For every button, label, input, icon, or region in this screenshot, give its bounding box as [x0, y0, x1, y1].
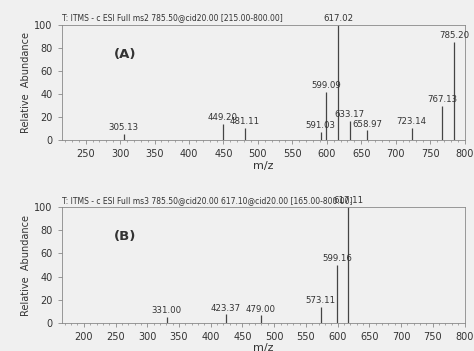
Text: 617.11: 617.11	[333, 197, 364, 205]
Text: 599.09: 599.09	[311, 81, 341, 90]
Text: 633.17: 633.17	[335, 110, 365, 119]
Text: 423.37: 423.37	[210, 304, 241, 312]
Y-axis label: Relative  Abundance: Relative Abundance	[21, 32, 31, 133]
Text: 305.13: 305.13	[109, 123, 139, 132]
Text: (A): (A)	[114, 48, 137, 61]
Text: T: ITMS - c ESI Full ms3 785.50@cid20.00 617.10@cid20.00 [165.00-800.00]: T: ITMS - c ESI Full ms3 785.50@cid20.00…	[62, 196, 352, 205]
Text: 591.03: 591.03	[306, 121, 336, 131]
Text: 599.16: 599.16	[322, 254, 352, 263]
Text: 331.00: 331.00	[152, 306, 182, 315]
Text: 767.13: 767.13	[427, 95, 457, 104]
Text: (B): (B)	[114, 230, 137, 243]
Text: 449.20: 449.20	[208, 113, 238, 122]
Text: 723.14: 723.14	[397, 117, 427, 126]
Text: 573.11: 573.11	[306, 296, 336, 305]
Text: 481.11: 481.11	[230, 117, 260, 126]
Text: T: ITMS - c ESI Full ms2 785.50@cid20.00 [215.00-800.00]: T: ITMS - c ESI Full ms2 785.50@cid20.00…	[62, 13, 283, 22]
Y-axis label: Relative  Abundance: Relative Abundance	[21, 214, 31, 316]
Text: 617.02: 617.02	[323, 14, 354, 23]
X-axis label: m/z: m/z	[253, 161, 273, 171]
Text: 785.20: 785.20	[439, 31, 469, 40]
Text: 479.00: 479.00	[246, 305, 276, 314]
Text: 658.97: 658.97	[352, 120, 383, 129]
X-axis label: m/z: m/z	[253, 343, 273, 351]
